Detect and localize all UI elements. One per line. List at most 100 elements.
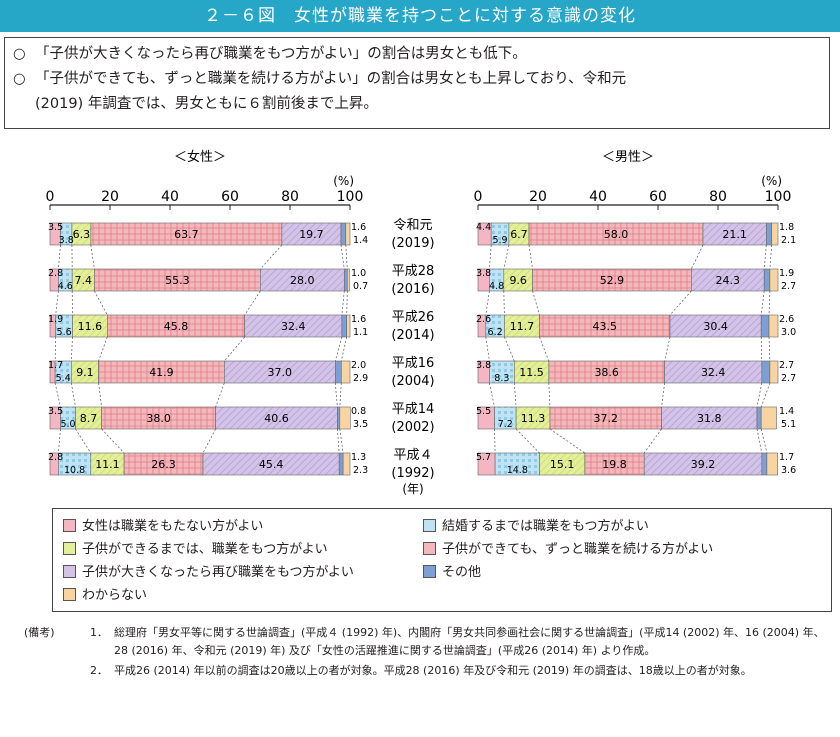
legend-label: その他 xyxy=(442,565,482,580)
data-label: 3.5 xyxy=(48,406,63,417)
bar-segment xyxy=(768,314,779,338)
data-label: 3.5 xyxy=(48,222,63,233)
axis-unit: (%) xyxy=(761,174,782,188)
data-label: 0.7 xyxy=(353,281,368,292)
data-label: 32.4 xyxy=(281,320,306,333)
data-label: 40.6 xyxy=(264,412,289,425)
legend-item-continue: 子供ができても、ずっと職業を続ける方がよい xyxy=(423,540,713,560)
data-label: 1.4 xyxy=(353,235,368,246)
bar-segment xyxy=(769,268,779,292)
connector-line xyxy=(485,290,490,316)
data-label: 2.7 xyxy=(779,360,794,371)
data-label: 1.3 xyxy=(351,452,366,463)
connector-line xyxy=(760,336,763,362)
data-label: 3.8 xyxy=(476,268,491,279)
note-2: 2． 平成26 (2014) 年以前の調査は20歳以上の者が対象。平成28 (2… xyxy=(14,662,832,680)
data-label: 11.5 xyxy=(519,366,544,379)
tick-label: 100 xyxy=(765,189,792,205)
connector-line xyxy=(334,382,338,408)
bar-segment xyxy=(760,406,777,430)
legend-label: 結婚するまでは職業をもつ方がよい xyxy=(442,519,649,534)
legend-label: わからない xyxy=(82,588,148,603)
connector-line xyxy=(70,336,73,362)
data-label: 9.1 xyxy=(76,366,94,379)
legend-label: 子供ができても、ずっと職業を続ける方がよい xyxy=(442,542,714,557)
bar-segment xyxy=(346,314,351,338)
legend-item-other: その他 xyxy=(423,563,481,583)
summary-line-1: ○ 「子供が大きくなったら再び職業をもつ方がよい」の割合は男女とも低下。 xyxy=(13,42,821,67)
connector-line xyxy=(260,244,283,270)
connector-line xyxy=(768,290,771,316)
bar-segment xyxy=(341,314,347,338)
year-era-label: 平成28 xyxy=(392,264,435,279)
notes: (備考) 1． 総理府「男女平等に関する世論調査」(平成４ (1992) 年)、… xyxy=(14,624,832,680)
data-label: 38.0 xyxy=(146,412,171,425)
connector-line xyxy=(528,244,533,270)
legend-swatch xyxy=(423,519,436,532)
data-label: 32.4 xyxy=(701,366,726,379)
data-label: 7.2 xyxy=(498,419,513,430)
data-label: 28.0 xyxy=(290,274,315,287)
bar-segment xyxy=(337,406,341,430)
connector-line xyxy=(504,336,515,362)
bar-segment xyxy=(338,452,344,476)
legend-item-until-child: 子供ができるまでは、職業をもつ方がよい xyxy=(63,540,328,560)
data-label: 45.4 xyxy=(259,458,284,471)
data-label: 1.7 xyxy=(779,452,794,463)
connector-line xyxy=(690,244,704,270)
data-label: 37.0 xyxy=(268,366,293,379)
data-label: 5.0 xyxy=(60,419,75,430)
data-label: 9.6 xyxy=(509,274,527,287)
legend-swatch xyxy=(63,565,76,578)
bullet-icon: ○ xyxy=(13,46,26,62)
data-label: 37.2 xyxy=(594,412,619,425)
connector-line xyxy=(98,382,102,408)
data-label: 5.5 xyxy=(476,406,491,417)
connector-line xyxy=(503,244,510,270)
connector-line xyxy=(346,290,348,316)
connector-line xyxy=(756,428,763,454)
data-label: 4.8 xyxy=(489,281,504,292)
note-number: 1． xyxy=(90,626,108,639)
connector-line xyxy=(664,336,671,362)
tick-label: 0 xyxy=(474,189,483,205)
note-text: 平成26 (2014) 年以前の調査は20歳以上の者が対象。平成28 (2016… xyxy=(114,664,752,677)
data-label: 2.7 xyxy=(781,373,796,384)
data-label: 2.6 xyxy=(476,314,491,325)
tick-label: 0 xyxy=(46,189,55,205)
data-label: 21.1 xyxy=(722,228,747,241)
legend-label: 女性は職業をもたない方がよい xyxy=(82,519,264,534)
connector-line xyxy=(539,336,550,362)
data-label: 6.3 xyxy=(73,228,91,241)
notes-head: (備考) xyxy=(24,626,55,639)
data-label: 11.3 xyxy=(521,412,546,425)
connector-line xyxy=(341,290,345,316)
year-era-label: 平成14 xyxy=(392,402,435,417)
year-label: (2002) xyxy=(391,420,434,435)
connector-line xyxy=(98,336,108,362)
bar-segment xyxy=(769,360,779,384)
tick-label: 80 xyxy=(281,189,299,205)
data-label: 0.8 xyxy=(351,406,366,417)
year-era-label: 平成４ xyxy=(393,448,432,463)
data-label: 1.4 xyxy=(779,406,794,417)
data-label: 3.0 xyxy=(781,327,796,338)
data-label: 31.8 xyxy=(697,412,722,425)
bar-segment xyxy=(334,360,342,384)
connector-line xyxy=(54,336,57,362)
legend-label: 子供が大きくなったら再び職業をもつ方がよい xyxy=(82,565,354,580)
year-label: (2016) xyxy=(391,282,434,297)
data-label: 8.7 xyxy=(80,412,98,425)
legend-swatch xyxy=(63,519,76,532)
tick-label: 100 xyxy=(337,189,364,205)
data-label: 19.7 xyxy=(299,228,324,241)
connector-line xyxy=(548,382,551,408)
data-label: 4.4 xyxy=(476,222,491,233)
data-label: 2.1 xyxy=(781,235,796,246)
summary-text-1: 「子供が大きくなったら再び職業をもつ方がよい」の割合は男女とも低下。 xyxy=(35,46,527,62)
data-label: 39.2 xyxy=(691,458,716,471)
bar-segment xyxy=(342,452,351,476)
data-label: 38.6 xyxy=(594,366,619,379)
bar-segment xyxy=(340,222,347,246)
